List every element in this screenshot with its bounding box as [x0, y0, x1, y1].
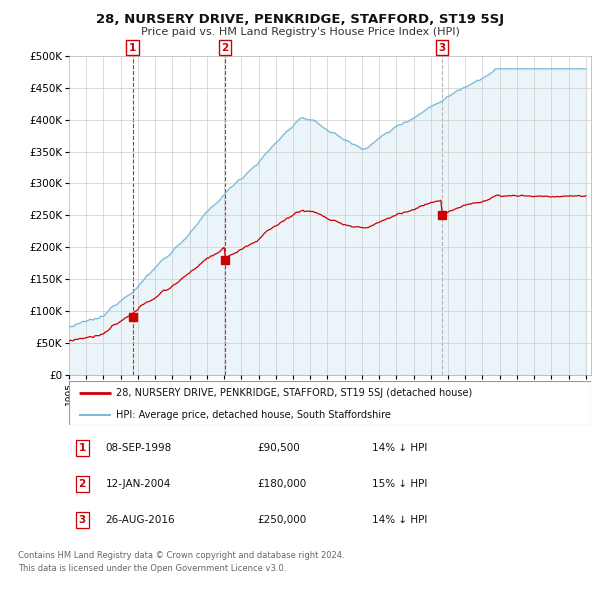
Text: Price paid vs. HM Land Registry's House Price Index (HPI): Price paid vs. HM Land Registry's House … — [140, 27, 460, 37]
Text: 12-JAN-2004: 12-JAN-2004 — [106, 479, 171, 489]
Text: 2: 2 — [79, 479, 86, 489]
Text: 14% ↓ HPI: 14% ↓ HPI — [372, 443, 427, 453]
Text: 14% ↓ HPI: 14% ↓ HPI — [372, 514, 427, 525]
Text: £180,000: £180,000 — [257, 479, 306, 489]
Text: 3: 3 — [79, 514, 86, 525]
Text: £250,000: £250,000 — [257, 514, 306, 525]
Text: 3: 3 — [439, 43, 446, 53]
Text: 28, NURSERY DRIVE, PENKRIDGE, STAFFORD, ST19 5SJ: 28, NURSERY DRIVE, PENKRIDGE, STAFFORD, … — [96, 13, 504, 26]
Text: £90,500: £90,500 — [257, 443, 299, 453]
Text: Contains HM Land Registry data © Crown copyright and database right 2024.: Contains HM Land Registry data © Crown c… — [18, 552, 344, 560]
Text: 1: 1 — [79, 443, 86, 453]
Text: 1: 1 — [129, 43, 136, 53]
Text: 26-AUG-2016: 26-AUG-2016 — [106, 514, 175, 525]
Text: HPI: Average price, detached house, South Staffordshire: HPI: Average price, detached house, Sout… — [116, 410, 391, 420]
Text: 15% ↓ HPI: 15% ↓ HPI — [372, 479, 427, 489]
Text: 08-SEP-1998: 08-SEP-1998 — [106, 443, 172, 453]
Text: 28, NURSERY DRIVE, PENKRIDGE, STAFFORD, ST19 5SJ (detached house): 28, NURSERY DRIVE, PENKRIDGE, STAFFORD, … — [116, 388, 472, 398]
Text: This data is licensed under the Open Government Licence v3.0.: This data is licensed under the Open Gov… — [18, 565, 286, 573]
Text: 2: 2 — [221, 43, 229, 53]
